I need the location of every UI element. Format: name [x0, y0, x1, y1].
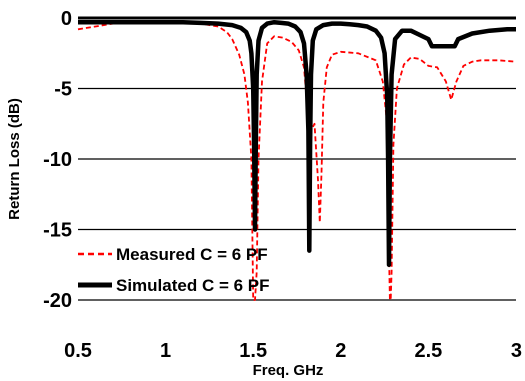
x-axis-title: Freq. GHz [253, 362, 324, 379]
y-axis-title: Return Loss (dB) [6, 98, 23, 220]
series-lines [77, 19, 517, 301]
x-tick-label: 1.5 [239, 340, 267, 362]
y-tick-label: -10 [43, 149, 72, 171]
x-tick-label: 0.5 [64, 340, 92, 362]
x-tick-label: 3 [511, 340, 522, 362]
x-tick-label: 2 [335, 340, 346, 362]
legend-label-measured: Measured C = 6 PF [116, 245, 268, 264]
y-tick-labels: 0 -5 -10 -15 -20 [43, 8, 72, 312]
x-tick-label: 1 [160, 340, 171, 362]
legend-label-simulated: Simulated C = 6 PF [116, 276, 270, 295]
x-tick-labels: 0.5 1 1.5 2 2.5 3 [64, 340, 522, 362]
y-tick-label: -20 [43, 290, 72, 312]
y-tick-label: -5 [54, 79, 72, 101]
series-line-measured [77, 21, 517, 301]
y-tick-label: 0 [61, 8, 72, 30]
grid-lines [78, 16, 516, 301]
y-tick-label: -15 [43, 220, 72, 242]
series-line-simulated [78, 19, 516, 268]
legend: Measured C = 6 PF Simulated C = 6 PF [78, 245, 270, 295]
x-tick-label: 2.5 [414, 340, 442, 362]
